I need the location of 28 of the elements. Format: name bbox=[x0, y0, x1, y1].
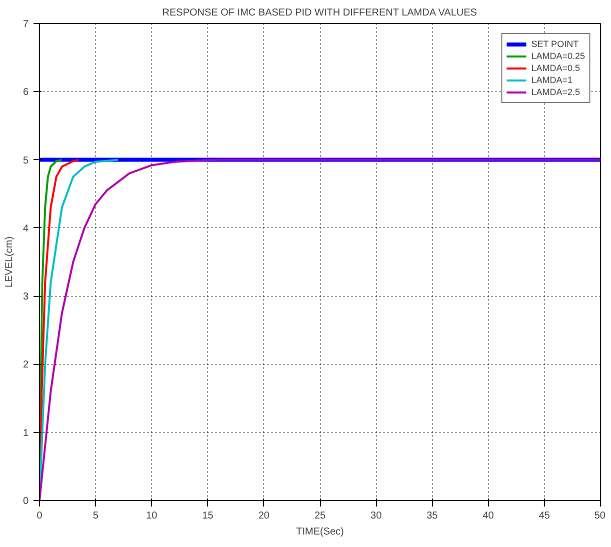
x-tick-label: 35 bbox=[426, 510, 438, 522]
x-tick-label: 25 bbox=[314, 510, 326, 522]
y-tick-label: 1 bbox=[22, 428, 29, 439]
x-tick-label: 20 bbox=[258, 510, 270, 522]
legend-label: LAMDA=2.5 bbox=[531, 86, 580, 98]
x-tick-label: 40 bbox=[482, 510, 494, 522]
x-tick-label: 15 bbox=[202, 510, 214, 522]
chart-title: RESPONSE OF IMC BASED PID WITH DIFFERENT LAMDA VALUES bbox=[162, 8, 478, 18]
x-tick-label: 45 bbox=[538, 510, 550, 522]
x-tick-label: 5 bbox=[92, 510, 99, 522]
legend-label: LAMDA=0.25 bbox=[531, 50, 585, 62]
x-tick-label: 50 bbox=[594, 510, 606, 522]
x-axis-title: TIME(Sec) bbox=[296, 526, 344, 538]
line-series bbox=[40, 158, 600, 500]
x-tick-label: 10 bbox=[146, 510, 158, 522]
y-tick-label: 6 bbox=[22, 87, 29, 98]
legend-label: LAMDA=1 bbox=[531, 74, 572, 86]
y-axis-title: LEVEL(cm) bbox=[4, 236, 15, 288]
y-tick-label: 3 bbox=[22, 292, 29, 303]
legend-label: LAMDA=0.5 bbox=[531, 62, 580, 74]
y-tick-label: 0 bbox=[22, 496, 29, 507]
x-tick-label: 0 bbox=[36, 510, 43, 522]
x-tick-label: 30 bbox=[370, 510, 382, 522]
y-tick-label: 4 bbox=[22, 223, 29, 234]
y-tick-label: 5 bbox=[22, 155, 29, 166]
legend-label: SET POINT bbox=[531, 38, 579, 50]
y-tick-label: 2 bbox=[22, 360, 29, 371]
y-tick-label: 7 bbox=[22, 19, 29, 30]
